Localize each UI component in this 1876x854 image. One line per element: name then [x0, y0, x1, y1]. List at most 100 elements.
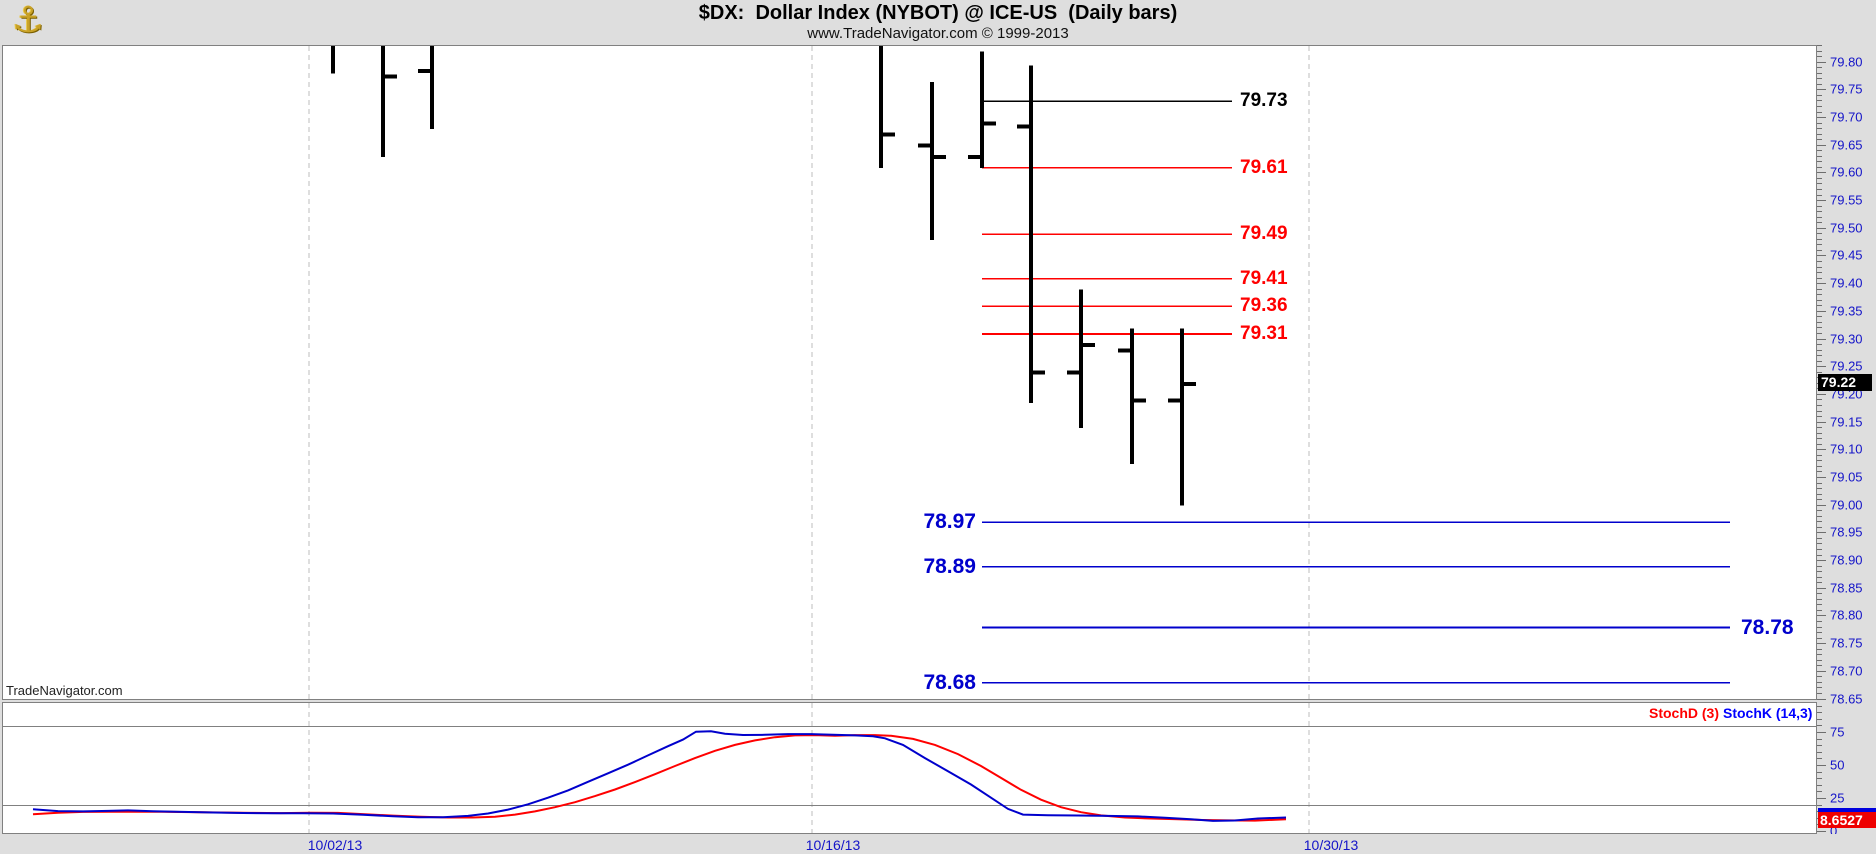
- price-axis-label-78.65: 78.65: [1830, 691, 1863, 706]
- price-minor-tick: [1817, 216, 1822, 218]
- price-minor-tick: [1817, 194, 1822, 196]
- price-minor-tick: [1817, 78, 1822, 80]
- price-major-tick: [1817, 643, 1826, 645]
- price-minor-tick: [1817, 371, 1822, 373]
- price-major-tick: [1817, 698, 1826, 700]
- price-minor-tick: [1817, 471, 1822, 473]
- price-axis-label-79.70: 79.70: [1830, 109, 1863, 125]
- legend-stochd[interactable]: StochD (3): [1649, 705, 1719, 721]
- price-major-tick: [1817, 670, 1826, 672]
- stoch-minor-tick: [1817, 738, 1822, 740]
- price-major-tick: [1817, 615, 1826, 617]
- watermark-text: TradeNavigator.com: [6, 683, 123, 698]
- stoch-line-stochd: [32, 734, 1287, 822]
- price-minor-tick: [1817, 272, 1822, 274]
- price-minor-tick: [1817, 233, 1822, 235]
- price-minor-tick: [1817, 515, 1822, 517]
- price-axis-label-79.80: 79.80: [1830, 54, 1863, 70]
- price-major-tick: [1817, 227, 1826, 229]
- price-minor-tick: [1817, 499, 1822, 501]
- price-axis-label-78.95: 78.95: [1830, 524, 1863, 540]
- stochastic-canvas: [3, 703, 1816, 833]
- price-minor-tick: [1817, 604, 1822, 606]
- price-major-tick: [1817, 504, 1826, 506]
- price-minor-tick: [1817, 582, 1822, 584]
- stoch-major-tick: [1817, 831, 1826, 832]
- legend-stochk[interactable]: StochK (14,3): [1723, 705, 1813, 721]
- price-minor-tick: [1817, 632, 1822, 633]
- level-price-label-79.31: 79.31: [1240, 323, 1288, 344]
- stoch-minor-tick: [1817, 791, 1822, 793]
- price-axis-label-79.35: 79.35: [1830, 303, 1863, 319]
- stoch-minor-tick: [1817, 725, 1822, 727]
- price-minor-tick: [1817, 139, 1822, 141]
- stoch-major-tick: [1817, 732, 1826, 733]
- price-minor-tick: [1817, 571, 1822, 573]
- price-minor-tick: [1817, 45, 1822, 46]
- price-minor-tick: [1817, 83, 1822, 85]
- price-chart-canvas: [308, 46, 1730, 699]
- price-minor-tick: [1817, 659, 1822, 661]
- stoch-minor-tick: [1817, 804, 1822, 806]
- price-minor-tick: [1817, 327, 1822, 329]
- stoch-minor-tick: [1817, 751, 1822, 753]
- price-minor-tick: [1817, 56, 1822, 58]
- price-minor-tick: [1817, 316, 1822, 318]
- date-axis[interactable]: 10/02/13 10/16/13 10/30/13: [0, 834, 1876, 854]
- price-major-tick: [1817, 255, 1826, 257]
- price-minor-tick: [1817, 166, 1822, 168]
- level-price-label-79.36: 79.36: [1240, 295, 1288, 317]
- price-axis[interactable]: 79.80 79.75 79.70 79.65 79.60 79.55 79.50 79.45…: [1817, 45, 1876, 854]
- last-price-badge: 79.22: [1818, 374, 1872, 391]
- price-chart-panel[interactable]: 79.73 79.61 79.49 79.41 79.36 79.31 78.97 78.89…: [2, 45, 1817, 700]
- stochastic-panel[interactable]: StochD (3) StochK (14,3): [2, 702, 1817, 834]
- price-axis-label-79.75: 79.75: [1830, 81, 1863, 97]
- stoch-minor-tick: [1817, 718, 1822, 720]
- date-label-3: 10/30/13: [1303, 837, 1359, 853]
- price-minor-tick: [1817, 554, 1822, 556]
- price-minor-tick: [1817, 321, 1822, 323]
- stochd-last-value-badge: 8.6527: [1818, 812, 1876, 828]
- stoch-major-tick: [1817, 765, 1826, 766]
- price-major-tick: [1817, 144, 1826, 146]
- stoch-major-tick: [1817, 798, 1826, 799]
- price-minor-tick: [1817, 211, 1822, 213]
- price-axis-label-79.05: 79.05: [1830, 469, 1863, 485]
- price-minor-tick: [1817, 399, 1822, 401]
- price-minor-tick: [1817, 183, 1822, 185]
- header: ⚓ $DX: Dollar Index (NYBOT) @ ICE-US (Da…: [0, 0, 1876, 45]
- price-axis-label-78.70: 78.70: [1830, 663, 1863, 679]
- chart-title: $DX: Dollar Index (NYBOT) @ ICE-US (Dail…: [698, 2, 1178, 24]
- date-label-2: 10/16/13: [805, 837, 861, 853]
- stoch-axis-label-25: 25: [1830, 790, 1845, 806]
- price-minor-tick: [1817, 637, 1822, 639]
- price-minor-tick: [1817, 692, 1822, 694]
- price-major-tick: [1817, 560, 1826, 561]
- price-minor-tick: [1817, 344, 1822, 346]
- price-axis-label-79.15: 79.15: [1830, 414, 1863, 430]
- price-minor-tick: [1817, 549, 1822, 550]
- price-minor-tick: [1817, 537, 1822, 539]
- price-minor-tick: [1817, 360, 1822, 362]
- price-axis-label-78.85: 78.85: [1830, 580, 1863, 596]
- price-minor-tick: [1817, 277, 1822, 279]
- price-axis-label-79.65: 79.65: [1830, 137, 1863, 153]
- price-minor-tick: [1817, 460, 1822, 462]
- price-minor-tick: [1817, 261, 1822, 262]
- stoch-axis-label-50: 50: [1830, 757, 1845, 773]
- price-major-tick: [1817, 200, 1826, 202]
- price-minor-tick: [1817, 621, 1822, 622]
- price-major-tick: [1817, 89, 1826, 91]
- price-minor-tick: [1817, 155, 1822, 157]
- trade-navigator-logo-icon: ⚓: [12, 0, 45, 41]
- price-minor-tick: [1817, 244, 1822, 246]
- price-minor-tick: [1817, 266, 1822, 268]
- price-minor-tick: [1817, 100, 1822, 102]
- price-minor-tick: [1817, 299, 1822, 301]
- stoch-minor-tick: [1817, 758, 1822, 760]
- price-minor-tick: [1817, 177, 1822, 179]
- price-minor-tick: [1817, 443, 1822, 445]
- price-minor-tick: [1817, 111, 1822, 113]
- price-minor-tick: [1817, 189, 1822, 190]
- price-minor-tick: [1817, 105, 1822, 107]
